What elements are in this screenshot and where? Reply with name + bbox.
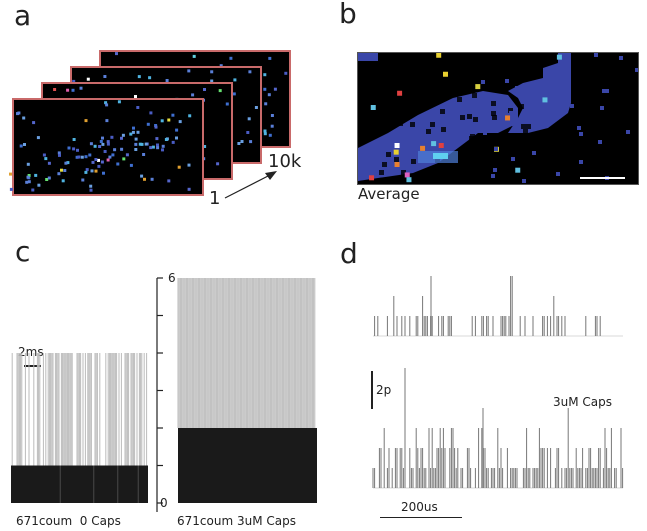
panel-d-letter: d <box>340 237 358 270</box>
trace-control <box>373 276 623 337</box>
average-caption: Average <box>358 185 420 203</box>
time-scale-label-d: 200us <box>401 500 438 514</box>
time-scale-bar-c <box>24 365 41 367</box>
arrow-start-label: 1 <box>209 188 221 209</box>
histogram-3uM-caps <box>177 278 317 503</box>
panel-c-letter: c <box>15 235 31 268</box>
panel-b-letter: b <box>339 0 357 30</box>
axis-bottom-label: 0 <box>160 496 168 510</box>
amplitude-scale-bar <box>371 371 373 409</box>
arrow-end-label: 10k <box>268 151 302 172</box>
caption-0-caps: 671coum 0 Caps <box>16 514 121 528</box>
condition-label: 3uM Caps <box>553 395 613 409</box>
image-frame <box>9 98 204 196</box>
axis-top-label: 6 <box>168 271 176 285</box>
count-axis <box>156 277 163 512</box>
average-image <box>357 52 639 185</box>
time-scale-bar-d <box>380 517 462 519</box>
trace-3uM-caps <box>372 368 624 489</box>
histogram-0-caps <box>11 353 148 503</box>
amplitude-scale-label: 2p <box>376 383 392 397</box>
scale-bar <box>580 177 625 179</box>
caption-3uM-caps: 671coum 3uM Caps <box>177 514 296 528</box>
panel-a-letter: a <box>14 0 32 32</box>
